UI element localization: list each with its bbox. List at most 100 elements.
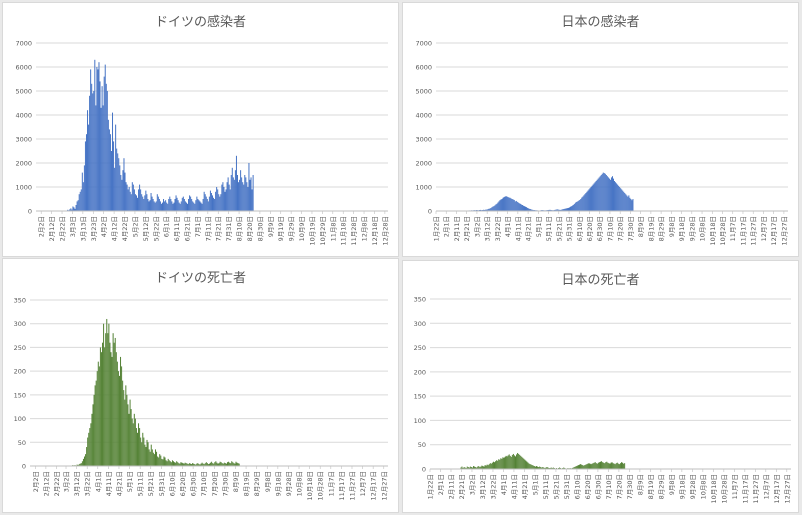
- y-tick-label: 4000: [15, 112, 32, 120]
- x-tick-label: 7月11日: [204, 216, 212, 241]
- bar: [574, 466, 576, 469]
- bar: [67, 209, 69, 211]
- bar: [164, 201, 166, 211]
- bar: [478, 466, 480, 469]
- x-tick-label: 4月22日: [121, 216, 129, 241]
- bar: [581, 197, 583, 211]
- bar: [210, 462, 212, 466]
- bar: [124, 399, 126, 466]
- bar: [157, 196, 159, 211]
- bar: [138, 423, 140, 466]
- bar: [88, 124, 90, 211]
- bar: [618, 185, 620, 211]
- bar: [204, 194, 206, 211]
- bar: [507, 197, 509, 211]
- bar: [87, 437, 89, 466]
- bar: [587, 190, 589, 211]
- bar: [71, 209, 73, 211]
- bar: [486, 209, 488, 211]
- x-tick-label: 1月22日: [433, 216, 441, 241]
- bar: [80, 189, 82, 211]
- bar: [604, 173, 606, 211]
- x-tick-label: 7月10日: [605, 474, 613, 499]
- x-tick-label: 4月21日: [115, 471, 123, 496]
- bar: [525, 460, 527, 469]
- bar: [473, 466, 475, 469]
- bar: [572, 467, 574, 469]
- bar: [585, 193, 587, 211]
- bar: [495, 461, 497, 469]
- bar: [125, 182, 127, 211]
- x-tick-label: 3月2日: [468, 474, 476, 495]
- x-tick-label: 9月18日: [678, 474, 686, 499]
- bar: [548, 209, 550, 211]
- bar: [579, 464, 581, 469]
- bar: [86, 447, 88, 466]
- bar: [120, 356, 122, 466]
- bar: [175, 195, 177, 211]
- bar: [77, 200, 79, 211]
- bar: [527, 462, 529, 469]
- bar: [605, 175, 607, 211]
- bar: [488, 464, 490, 469]
- bar: [516, 454, 518, 469]
- y-tick-label: 200: [414, 368, 426, 376]
- bar: [467, 467, 469, 469]
- bar: [121, 366, 123, 466]
- bar: [132, 184, 134, 211]
- bar: [168, 460, 170, 466]
- x-tick-label: 11月28日: [350, 216, 358, 246]
- bar: [82, 458, 84, 466]
- bar: [145, 447, 147, 466]
- bar: [534, 466, 536, 469]
- bar: [209, 463, 211, 466]
- bar: [103, 76, 105, 211]
- bar: [219, 461, 221, 466]
- x-tick-label: 11月18日: [340, 216, 348, 246]
- bar: [516, 201, 518, 211]
- bar: [521, 456, 523, 469]
- bar: [157, 456, 159, 466]
- bar: [222, 182, 224, 211]
- bar: [165, 200, 167, 211]
- bar: [593, 183, 595, 211]
- bar: [526, 461, 528, 469]
- bar: [492, 206, 494, 211]
- bar: [595, 463, 597, 469]
- bar: [497, 202, 499, 211]
- bar: [554, 209, 556, 211]
- bar: [504, 196, 506, 211]
- bar: [623, 191, 625, 211]
- bar: [186, 463, 188, 466]
- bar: [213, 197, 215, 211]
- x-tick-label: 7月10日: [606, 216, 614, 241]
- bar: [561, 209, 563, 211]
- bar: [527, 207, 529, 211]
- bar: [596, 179, 598, 211]
- bar: [463, 467, 465, 469]
- bar: [625, 194, 627, 211]
- bar: [119, 165, 121, 211]
- bar: [201, 462, 203, 466]
- bar: [509, 197, 511, 211]
- bar: [506, 196, 508, 211]
- bar: [575, 466, 577, 469]
- x-tick-label: 8月30日: [256, 216, 264, 241]
- bar: [590, 464, 592, 469]
- x-tick-label: 5月11日: [137, 471, 145, 496]
- bar: [460, 467, 462, 469]
- bar: [221, 463, 223, 466]
- bar: [510, 198, 512, 211]
- x-tick-label: 3月22日: [84, 471, 92, 496]
- bar: [146, 194, 148, 211]
- bar: [131, 182, 133, 211]
- bar: [500, 199, 502, 211]
- bar: [98, 62, 100, 212]
- x-tick-label: 4月1日: [94, 471, 102, 492]
- bar: [212, 195, 213, 211]
- x-tick-label: 3月22日: [494, 216, 502, 241]
- bar: [557, 209, 559, 211]
- bar: [194, 203, 196, 211]
- bar: [496, 203, 498, 211]
- bar: [108, 323, 110, 466]
